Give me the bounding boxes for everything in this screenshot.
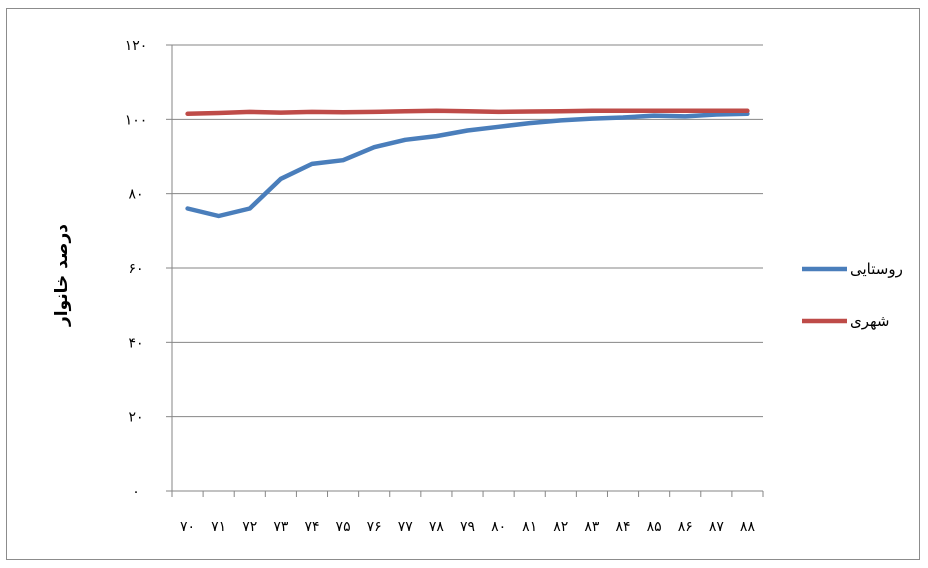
x-tick-label: ۸۴ [616,519,631,535]
x-tick-label: ۸۲ [553,519,568,535]
x-tick-label: ۷۶ [367,519,382,535]
x-tick-label: ۷۷ [398,519,414,535]
y-tick-label: ۶۰ [128,261,143,277]
x-tick-label: ۷۳ [273,519,289,535]
legend-label-2: شهری [850,312,890,330]
x-tick-label: ۸۸ [740,519,756,535]
x-tick-label: ۷۵ [336,519,351,535]
y-tick-label: ۱۰۰ [125,112,148,128]
y-tick-label: ۸۰ [128,187,143,203]
x-tick-label: ۸۷ [709,519,725,535]
line-chart: ۰ ۲۰ ۴۰ ۶۰ ۸۰ ۱۰۰ ۱۲۰ ۷۰ ۷۱ ۷۲ ۷۳ ۷۴ ۷۵ ۷۶ ۷۷ ۷۸ ۷۹ ۸۰ ۸۱… [52,38,903,535]
gridlines [172,44,763,418]
x-tick-label: ۸۶ [678,519,693,535]
x-tick-label: ۷۰ [180,519,195,535]
x-tick-labels: ۷۰ ۷۱ ۷۲ ۷۳ ۷۴ ۷۵ ۷۶ ۷۷ ۷۸ ۷۹ ۸۰ ۸۱ ۸۲ ۸۳ ۸۴ ۸۵ ۸۶ ۸۷ ۸۸ [180,519,755,535]
series-line-1 [185,111,750,219]
series-line-2 [185,108,750,117]
series-lines [185,108,750,219]
x-tick-label: ۷۱ [211,519,226,535]
y-tick-label: ۱۲۰ [125,38,148,54]
y-tick-label: ۴۰ [128,335,143,351]
x-tick-label: ۸۱ [522,519,537,535]
chart-frame: ۰ ۲۰ ۴۰ ۶۰ ۸۰ ۱۰۰ ۱۲۰ ۷۰ ۷۱ ۷۲ ۷۳ ۷۴ ۷۵ ۷۶ ۷۷ ۷۸ ۷۹ ۸۰ ۸۱… [6,8,920,560]
x-tick-label: ۷۲ [242,519,257,535]
x-tick-label: ۸۵ [647,519,662,535]
legend: روستایی شهری [802,260,903,330]
x-tick-label: ۸۳ [584,519,600,535]
x-tick-label: ۸۰ [491,519,506,535]
legend-label-1: روستایی [850,260,903,278]
y-tick-label: ۰ [132,484,140,500]
axes [166,44,764,497]
x-tick-label: ۷۸ [429,519,445,535]
y-tick-labels: ۰ ۲۰ ۴۰ ۶۰ ۸۰ ۱۰۰ ۱۲۰ [125,38,148,500]
x-tick-label: ۷۴ [304,519,319,535]
y-axis-label: درصد خانوار [52,224,72,327]
y-tick-label: ۲۰ [128,410,143,426]
x-tick-label: ۷۹ [460,519,475,535]
